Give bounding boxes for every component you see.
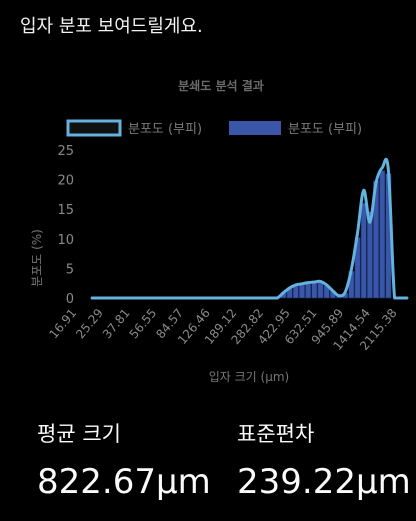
y-tick-label: 10 — [57, 233, 74, 248]
bar — [379, 170, 386, 299]
legend: 분포도 (부피) 분포도 (부피) — [66, 119, 362, 137]
x-tick-label: 16.91 — [46, 306, 79, 341]
std-dev-value: 239.22μm — [237, 462, 411, 502]
chart-title: 분쇄도 분석 결과 — [178, 78, 264, 93]
x-axis-label: 입자 크기 (μm) — [209, 370, 289, 384]
x-tick-label: 25.29 — [73, 306, 106, 341]
x-tick-label: 56.55 — [127, 306, 160, 341]
std-dev-label: 표준편차 — [237, 422, 315, 446]
mean-size-label: 평균 크기 — [37, 422, 121, 446]
y-axis-label: 분포도 (%) — [30, 229, 44, 287]
bars — [280, 170, 392, 299]
bar — [292, 285, 299, 299]
bar — [311, 282, 318, 299]
mean-size-value: 822.67μm — [37, 462, 211, 502]
bar — [360, 202, 367, 299]
legend-label-bar: 분포도 (부피) — [288, 122, 362, 137]
bar — [366, 211, 373, 299]
y-tick-label: 0 — [66, 292, 74, 307]
bar — [317, 282, 324, 299]
legend-label-line: 분포도 (부피) — [128, 122, 202, 137]
particle-distribution-chart: 분쇄도 분석 결과 분포도 (부피) 분포도 (부피) 분포도 (%) 입자 크… — [30, 78, 409, 384]
y-tick-label: 5 — [66, 262, 74, 277]
legend-swatch-bar — [229, 121, 281, 135]
distribution-line — [90, 157, 409, 300]
x-ticks: 16.9125.2937.8156.5584.57126.46189.12282… — [46, 306, 399, 353]
y-tick-label: 15 — [57, 203, 74, 218]
bar — [298, 284, 305, 299]
y-ticks: 0 5 10 15 20 25 — [57, 144, 74, 307]
intro-message: 입자 분포 보여드릴게요. — [20, 16, 203, 37]
y-tick-label: 25 — [57, 144, 74, 159]
y-tick-label: 20 — [57, 174, 74, 189]
legend-swatch-line — [66, 119, 122, 137]
bar — [305, 283, 312, 299]
x-tick-label: 37.81 — [100, 306, 133, 341]
